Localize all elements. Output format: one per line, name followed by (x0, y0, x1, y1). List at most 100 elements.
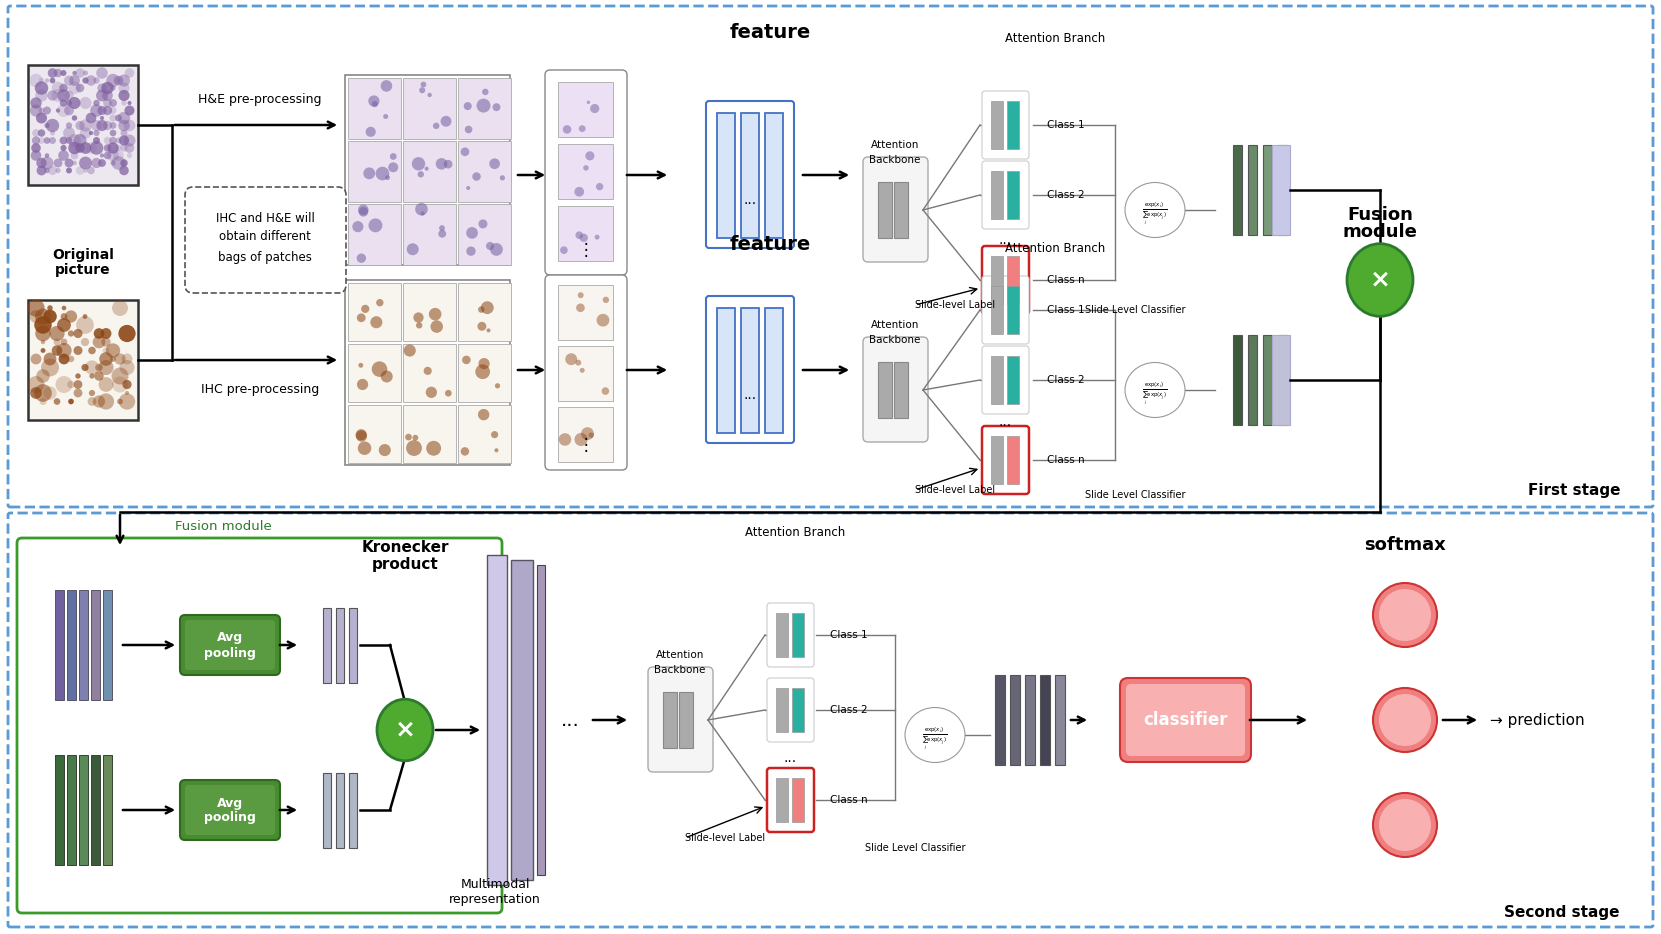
FancyBboxPatch shape (1120, 678, 1251, 762)
Bar (1277, 335, 1287, 425)
Circle shape (364, 167, 375, 179)
Circle shape (121, 130, 128, 136)
Bar (458, 405, 512, 463)
Text: Attention: Attention (870, 140, 919, 150)
Text: Second stage: Second stage (1505, 905, 1619, 920)
Circle shape (68, 399, 73, 404)
Circle shape (101, 328, 111, 339)
Circle shape (369, 95, 379, 106)
Bar (458, 204, 512, 265)
Bar (1262, 145, 1272, 235)
Text: $\frac{\exp(x_i)}{\sum_j\exp(x_j)}$: $\frac{\exp(x_i)}{\sum_j\exp(x_j)}$ (1143, 381, 1168, 407)
FancyBboxPatch shape (179, 615, 281, 675)
Text: module: module (1342, 223, 1417, 241)
Circle shape (125, 106, 135, 116)
Bar (404, 344, 457, 402)
Circle shape (123, 380, 131, 389)
FancyBboxPatch shape (767, 768, 814, 832)
Bar (103, 755, 111, 865)
Circle shape (32, 136, 40, 145)
Bar (1272, 335, 1291, 425)
Circle shape (429, 308, 442, 320)
Bar (349, 608, 357, 683)
Circle shape (66, 167, 71, 174)
Circle shape (365, 127, 375, 137)
Bar (1007, 286, 1018, 334)
Circle shape (123, 134, 136, 147)
Circle shape (53, 159, 63, 167)
Circle shape (35, 317, 51, 333)
Circle shape (83, 78, 88, 84)
Circle shape (37, 165, 47, 176)
Circle shape (439, 225, 445, 231)
Circle shape (35, 81, 48, 94)
Bar (349, 141, 400, 202)
Circle shape (115, 353, 126, 364)
Text: → prediction: → prediction (1490, 713, 1585, 728)
FancyBboxPatch shape (982, 91, 1030, 159)
Circle shape (93, 130, 100, 136)
Circle shape (88, 167, 95, 175)
Circle shape (575, 360, 581, 365)
Circle shape (30, 74, 43, 87)
Bar (458, 78, 512, 139)
Bar (679, 692, 693, 748)
Bar (992, 356, 1003, 404)
Circle shape (42, 359, 58, 376)
Circle shape (45, 153, 50, 158)
Circle shape (115, 145, 121, 151)
Text: obtain different: obtain different (219, 231, 311, 244)
Text: softmax: softmax (1364, 536, 1445, 554)
Bar (28, 65, 138, 185)
Circle shape (68, 82, 81, 94)
Circle shape (560, 247, 568, 254)
Text: ...: ... (784, 751, 797, 765)
Circle shape (369, 219, 382, 233)
Circle shape (93, 100, 100, 106)
Bar (792, 688, 804, 732)
Circle shape (98, 83, 106, 92)
Circle shape (359, 205, 369, 215)
Bar (718, 113, 736, 238)
Bar (879, 362, 892, 418)
Circle shape (40, 348, 45, 353)
Circle shape (83, 314, 88, 318)
Circle shape (477, 99, 490, 113)
Circle shape (467, 186, 470, 190)
Bar (91, 755, 100, 865)
Circle shape (355, 431, 367, 442)
Bar (336, 773, 344, 848)
Circle shape (412, 435, 419, 441)
Circle shape (86, 113, 96, 123)
Circle shape (103, 151, 111, 160)
Bar (404, 141, 457, 202)
Bar (558, 206, 613, 261)
Circle shape (580, 234, 588, 242)
Circle shape (80, 157, 91, 169)
Circle shape (379, 444, 390, 456)
Circle shape (460, 148, 470, 156)
Circle shape (1374, 688, 1437, 752)
Circle shape (417, 171, 424, 177)
Circle shape (55, 168, 60, 173)
Circle shape (352, 221, 364, 233)
Circle shape (118, 325, 136, 342)
Circle shape (83, 70, 88, 76)
Circle shape (80, 127, 91, 139)
Circle shape (71, 161, 76, 165)
Bar (718, 308, 736, 433)
Circle shape (580, 368, 585, 373)
Bar (349, 773, 357, 848)
Circle shape (487, 242, 495, 250)
Circle shape (32, 129, 40, 137)
Circle shape (380, 371, 392, 383)
Circle shape (30, 354, 42, 364)
Bar (349, 204, 400, 265)
Text: ...: ... (998, 415, 1012, 429)
Circle shape (93, 395, 105, 407)
Circle shape (380, 80, 392, 92)
Text: Backbone: Backbone (654, 665, 706, 675)
Text: feature: feature (729, 22, 811, 41)
Circle shape (1374, 583, 1437, 647)
Circle shape (586, 101, 590, 104)
